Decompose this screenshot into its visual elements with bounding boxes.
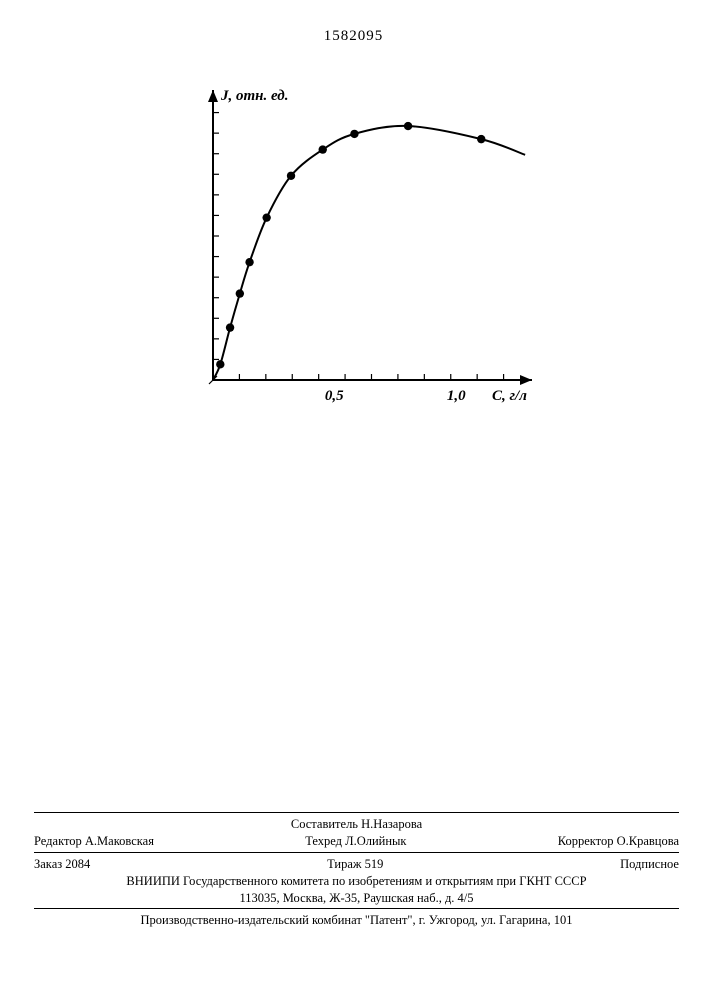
editor-row: Редактор А.Маковская Техред Л.Олийнык Ко… [34,833,679,850]
x-axis-label: С, г/л [492,388,527,404]
footer: Составитель Н.Назарова Редактор А.Маковс… [34,810,679,929]
data-curve [213,126,525,380]
x-tick-label: 0,5 [325,388,344,404]
data-point [477,135,485,143]
corrector: Корректор О.Кравцова [558,833,679,850]
data-point [404,122,412,130]
data-point [216,360,224,368]
order-row: Заказ 2084 Тираж 519 Подписное [34,856,679,873]
tirazh: Тираж 519 [90,856,620,873]
org-line-1: ВНИИПИ Государственного комитета по изоб… [34,873,679,890]
press-line: Производственно-издательский комбинат "П… [34,912,679,929]
document-number: 1582095 [0,28,707,45]
footer-rule-2 [34,852,679,853]
x-tick-label: 1,0 [447,388,466,404]
subscription: Подписное [620,856,679,873]
techred: Техред Л.Олийнык [154,833,558,850]
y-axis-arrow [208,90,218,102]
editor: Редактор А.Маковская [34,833,154,850]
footer-rule-3 [34,908,679,909]
footer-rule-1 [34,812,679,813]
data-point [319,145,327,153]
order: Заказ 2084 [34,856,90,873]
y-axis-label: J, отн. ед. [220,88,288,104]
org-line-2: 113035, Москва, Ж-35, Раушская наб., д. … [34,890,679,907]
x-axis-arrow [520,375,532,385]
data-point [350,130,358,138]
compiler-line: Составитель Н.Назарова [34,816,679,833]
data-point [236,289,244,297]
data-point [287,172,295,180]
chart-svg: 0,5 1,0 J, отн. ед. С, г/л [165,80,545,415]
data-point [262,213,270,221]
chart: 0,5 1,0 J, отн. ед. С, г/л [165,80,545,415]
data-point [226,323,234,331]
data-point [245,258,253,266]
